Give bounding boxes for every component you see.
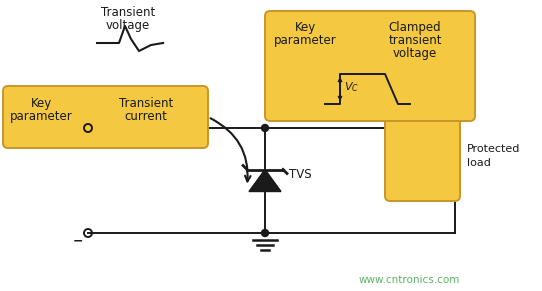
Text: current: current: [125, 110, 167, 123]
Text: Transient: Transient: [119, 97, 173, 110]
Text: Transient: Transient: [101, 6, 155, 19]
Text: voltage: voltage: [393, 47, 437, 60]
Circle shape: [261, 230, 268, 237]
Text: Key: Key: [30, 97, 51, 110]
Text: www.cntronics.com: www.cntronics.com: [359, 275, 460, 285]
Text: −: −: [73, 235, 83, 248]
Text: $V_C$: $V_C$: [344, 80, 359, 94]
Polygon shape: [249, 169, 281, 191]
Text: parameter: parameter: [10, 110, 73, 123]
FancyBboxPatch shape: [385, 111, 460, 201]
FancyBboxPatch shape: [3, 86, 208, 148]
Text: parameter: parameter: [274, 34, 337, 47]
Text: Key: Key: [294, 21, 315, 34]
Text: TVS: TVS: [289, 168, 312, 181]
FancyBboxPatch shape: [265, 11, 475, 121]
Text: +: +: [73, 113, 83, 127]
Text: Clamped: Clamped: [389, 21, 441, 34]
Text: transient: transient: [388, 34, 442, 47]
Text: voltage: voltage: [106, 19, 150, 32]
Text: Protected
load: Protected load: [467, 144, 520, 168]
Circle shape: [261, 125, 268, 132]
